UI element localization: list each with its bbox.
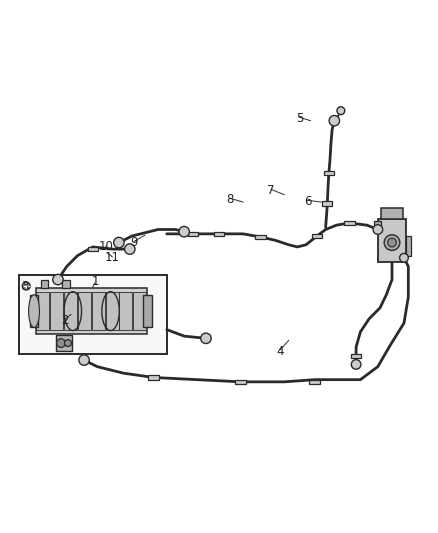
Circle shape xyxy=(64,340,71,346)
Circle shape xyxy=(79,355,89,365)
Bar xyxy=(187,232,198,236)
Text: 5: 5 xyxy=(296,112,303,125)
Circle shape xyxy=(337,107,345,115)
Bar xyxy=(143,295,152,327)
Bar xyxy=(56,335,72,351)
Circle shape xyxy=(114,237,124,248)
Bar xyxy=(351,353,361,358)
Circle shape xyxy=(53,274,63,285)
Bar xyxy=(255,235,265,239)
Circle shape xyxy=(201,333,211,344)
Bar xyxy=(214,232,224,236)
Bar xyxy=(106,292,119,330)
Text: 10: 10 xyxy=(99,240,113,253)
Bar xyxy=(50,292,63,330)
Bar xyxy=(64,292,77,330)
Bar xyxy=(381,208,403,219)
Bar xyxy=(36,288,147,334)
Bar xyxy=(88,247,98,251)
Circle shape xyxy=(22,282,30,290)
Text: 6: 6 xyxy=(304,195,312,208)
Text: 2: 2 xyxy=(61,314,68,327)
Bar xyxy=(120,292,132,330)
Bar xyxy=(374,221,381,228)
Text: 1: 1 xyxy=(91,275,99,288)
Bar xyxy=(406,236,411,256)
Circle shape xyxy=(351,360,361,369)
Text: 7: 7 xyxy=(268,184,275,197)
Text: 3: 3 xyxy=(21,280,29,293)
Text: 9: 9 xyxy=(131,236,138,249)
Bar xyxy=(324,171,334,175)
Bar xyxy=(321,201,332,206)
Bar xyxy=(78,292,91,330)
Circle shape xyxy=(388,238,396,247)
Bar xyxy=(41,280,48,288)
Bar xyxy=(344,221,355,225)
Bar xyxy=(36,292,49,330)
Circle shape xyxy=(399,254,408,262)
Bar xyxy=(236,379,246,384)
Text: 11: 11 xyxy=(105,251,120,264)
Circle shape xyxy=(329,116,339,126)
Text: 4: 4 xyxy=(276,345,284,358)
Bar xyxy=(310,379,320,384)
Circle shape xyxy=(373,225,383,235)
Bar xyxy=(62,280,70,288)
Circle shape xyxy=(179,227,189,237)
Bar xyxy=(312,234,322,238)
Bar xyxy=(30,295,39,327)
Text: 8: 8 xyxy=(226,192,233,206)
Circle shape xyxy=(384,235,400,251)
Circle shape xyxy=(57,339,65,348)
Ellipse shape xyxy=(28,295,39,327)
Bar xyxy=(19,275,167,353)
Bar xyxy=(92,292,105,330)
Circle shape xyxy=(124,244,135,254)
Bar xyxy=(133,292,146,330)
Bar xyxy=(148,375,159,379)
Bar xyxy=(378,219,406,262)
